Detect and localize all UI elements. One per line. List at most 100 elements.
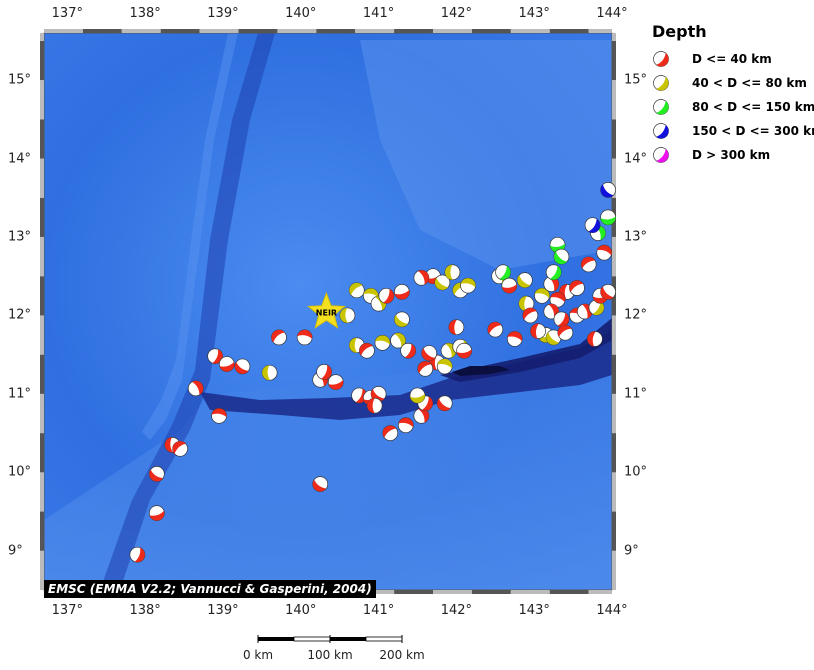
beachball-icon[interactable] — [296, 329, 313, 346]
lat-tick-label: 13° — [624, 229, 648, 245]
beachball-icon[interactable] — [653, 75, 669, 91]
beachball-icon[interactable] — [366, 397, 383, 414]
beachball-icon[interactable] — [580, 256, 597, 273]
legend-item-intermediate: 40 < D <= 80 km — [652, 71, 812, 95]
beachball-icon[interactable] — [234, 358, 251, 375]
beachball-icon[interactable] — [506, 331, 523, 347]
beachball-icon[interactable] — [553, 248, 570, 265]
beachball-icon[interactable] — [522, 307, 539, 324]
frame-tick-bar — [510, 29, 550, 33]
beachball-icon[interactable] — [534, 287, 550, 304]
station-star-icon[interactable] — [307, 291, 346, 329]
beachball-icon[interactable] — [600, 209, 616, 226]
beachball-icon[interactable] — [327, 374, 344, 390]
beachball-icon[interactable] — [436, 358, 453, 375]
beachball-magenta-icon — [653, 147, 669, 163]
legend-item-shallow: D <= 40 km — [652, 47, 812, 71]
beachball-icon[interactable] — [394, 284, 410, 300]
beachball-icon[interactable] — [596, 244, 613, 261]
lat-tick-label: 9° — [8, 543, 23, 559]
beachball-icon[interactable] — [495, 264, 511, 281]
lat-tick-label: 13° — [8, 229, 32, 245]
beachball-icon[interactable] — [653, 147, 669, 163]
beachball-icon[interactable] — [549, 291, 566, 308]
beachball-icon[interactable] — [397, 417, 414, 434]
beachball-icon[interactable] — [400, 342, 416, 359]
beachball-icon[interactable] — [218, 356, 235, 372]
beachball-icon[interactable] — [456, 342, 473, 359]
beachball-icon[interactable] — [348, 282, 365, 299]
beachball-icon[interactable] — [584, 217, 601, 234]
beachball-icon[interactable] — [409, 387, 426, 404]
beachball-icon[interactable] — [653, 123, 669, 139]
scale-label-100: 100 km — [307, 648, 353, 662]
beachball-icon[interactable] — [588, 299, 605, 316]
beachball-icon[interactable] — [172, 440, 189, 457]
beachball-icon[interactable] — [417, 360, 434, 377]
lon-tick-label: 144° — [596, 6, 628, 21]
beachball-icon[interactable] — [653, 99, 669, 115]
beachball-icon[interactable] — [211, 407, 227, 424]
beachball-icon[interactable] — [600, 182, 616, 198]
beachball-icon[interactable] — [390, 332, 406, 349]
beachball-icon[interactable] — [261, 364, 278, 381]
beachball-icon[interactable] — [316, 364, 332, 380]
beachball-icon[interactable] — [530, 323, 546, 339]
lon-tick-label: 140° — [285, 6, 317, 21]
frame-tick-bar — [612, 236, 616, 277]
beachball-icon[interactable] — [460, 277, 476, 294]
beachball-icon[interactable] — [487, 321, 504, 338]
beachball-icon[interactable] — [339, 307, 356, 324]
legend-label: D <= 40 km — [692, 52, 772, 66]
beachball-icon[interactable] — [394, 311, 410, 328]
legend-label: 80 < D <= 150 km — [692, 100, 814, 114]
beachball-icon[interactable] — [207, 348, 224, 365]
frame-tick-bar — [394, 590, 434, 594]
legend-label: 40 < D <= 80 km — [692, 76, 807, 90]
beachball-icon[interactable] — [543, 276, 560, 292]
beachball-icon[interactable] — [374, 335, 391, 351]
frame-tick-bar — [40, 119, 44, 159]
events-layer — [129, 182, 616, 563]
beachball-icon[interactable] — [517, 272, 533, 288]
beachball-icon[interactable] — [413, 269, 430, 286]
beachball-icon[interactable] — [271, 329, 287, 346]
frame-tick-bar — [588, 29, 612, 33]
frame-tick-bar — [199, 29, 239, 33]
beachball-red-icon — [653, 51, 669, 67]
beachball-icon[interactable] — [129, 546, 146, 563]
beachball-icon[interactable] — [382, 425, 399, 441]
frame-tick-bar — [612, 158, 616, 198]
beachball-icon[interactable] — [378, 287, 395, 304]
lat-tick-label: 9° — [624, 543, 639, 559]
beachball-icon[interactable] — [557, 324, 574, 341]
beachball-icon[interactable] — [436, 395, 453, 412]
beachball-icon[interactable] — [148, 466, 165, 482]
lon-tick-label: 141° — [362, 6, 395, 21]
frame-tick-bar — [510, 590, 550, 594]
beachball-icon[interactable] — [545, 264, 562, 281]
beachball-icon[interactable] — [434, 274, 451, 291]
beachball-icon[interactable] — [312, 476, 329, 492]
beachball-icon[interactable] — [448, 319, 465, 336]
beachball-icon[interactable] — [444, 264, 461, 281]
frame-tick-bar — [160, 29, 200, 33]
beachball-icon[interactable] — [359, 342, 375, 359]
frame-tick-bar — [40, 236, 44, 277]
frame-tick-bar — [40, 550, 44, 590]
lon-tick-label: 138° — [129, 6, 161, 21]
beachball-icon[interactable] — [553, 311, 570, 328]
beachball-icon[interactable] — [421, 345, 438, 361]
frame-tick-bar — [40, 354, 44, 394]
beachball-icon[interactable] — [587, 331, 603, 347]
frame-tick-bar — [40, 276, 44, 316]
beachball-icon[interactable] — [187, 380, 204, 397]
beachball-icon[interactable] — [600, 284, 616, 300]
depth-legend: Depth D <= 40 km 40 < D <= 80 km 80 < D … — [652, 22, 814, 167]
legend-item-very-deep: D > 300 km — [652, 143, 812, 167]
beachball-icon[interactable] — [653, 51, 669, 67]
beachball-icon[interactable] — [148, 505, 165, 521]
beachball-icon[interactable] — [501, 277, 518, 294]
beachball-icon[interactable] — [569, 280, 585, 296]
lat-tick-label: 14° — [624, 151, 648, 167]
